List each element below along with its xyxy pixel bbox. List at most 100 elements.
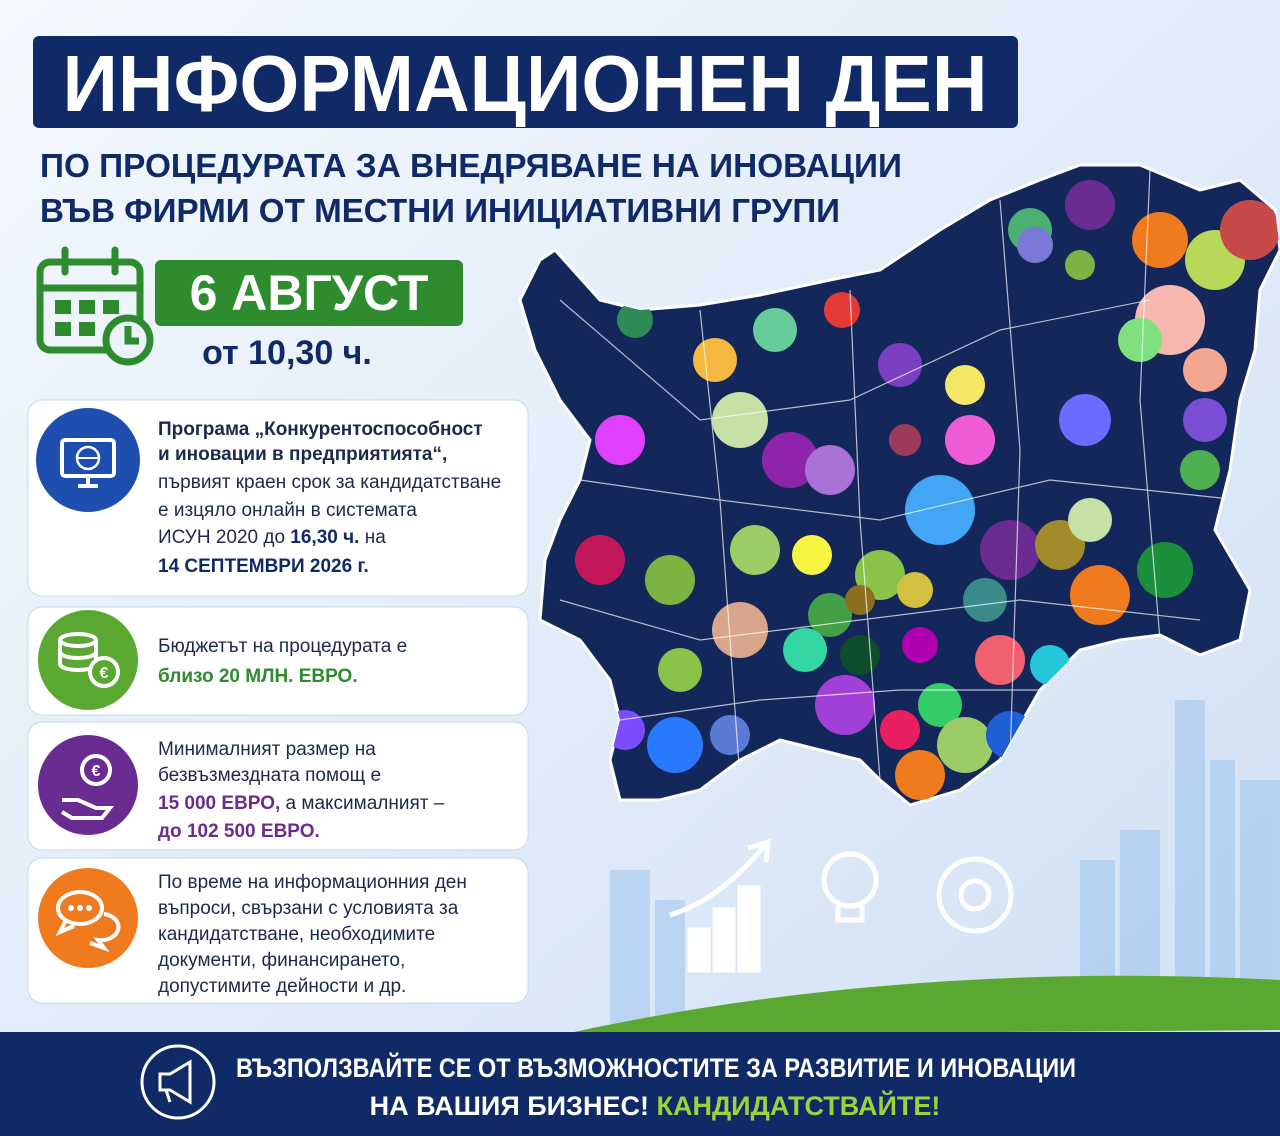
card-box	[27, 399, 529, 597]
decoration	[937, 717, 993, 773]
text: до 102 500 ЕВРО.	[158, 821, 320, 842]
text: Бюджетът на процедурата е	[158, 636, 407, 657]
decoration	[963, 578, 1007, 622]
time: от 10,30 ч.	[202, 334, 372, 372]
decoration	[712, 602, 768, 658]
decoration	[36, 258, 144, 354]
title-banner	[33, 36, 1018, 128]
decoration	[936, 856, 1014, 934]
card-line: близо 20 МЛН. ЕВРО.	[158, 666, 358, 687]
decoration	[945, 365, 985, 405]
text: Програма „Конкурентоспособност	[158, 419, 483, 440]
decoration	[88, 656, 120, 688]
card-line: е изцяло онлайн в системата	[158, 500, 417, 521]
card-line: допустимите дейности и др.	[158, 976, 406, 997]
text: първият краен срок за кандидатстване	[158, 472, 501, 493]
coins-glyph	[58, 632, 120, 688]
chat-glyph	[55, 890, 121, 953]
megaphone-glyph	[158, 1059, 192, 1105]
decoration	[60, 798, 115, 820]
card-box	[27, 857, 529, 1004]
decoration	[824, 292, 860, 328]
card-line: и иновации в предприятията“,	[158, 444, 447, 465]
card-line: Бюджетът на процедурата е	[158, 636, 407, 657]
monitor-icon	[36, 408, 140, 512]
text: кандидатстване, необходимите	[158, 924, 435, 945]
decoration	[1017, 227, 1053, 263]
card-line: въпроси, свързани с условията за	[158, 898, 459, 919]
decoration	[895, 750, 945, 800]
decoration	[783, 628, 827, 672]
decoration	[1065, 180, 1115, 230]
decoration	[1068, 498, 1112, 542]
decoration	[575, 535, 625, 585]
card-line: документи, финансирането,	[158, 950, 405, 971]
decoration	[1183, 398, 1227, 442]
text: 14 СЕПТЕМВРИ 2026 г.	[158, 556, 369, 577]
euro-glyph: €	[100, 665, 109, 682]
decoration	[878, 343, 922, 387]
text: на	[359, 527, 386, 548]
hand-glyph	[60, 754, 115, 820]
calendar-cells	[55, 300, 119, 336]
decoration	[56, 890, 104, 926]
decoration	[712, 392, 768, 448]
text: допустимите дейности и др.	[158, 976, 406, 997]
card-line: По време на информационния ден	[158, 872, 467, 893]
card-line: Минималният размер на	[158, 739, 376, 760]
decoration	[905, 475, 975, 545]
text: а максималният –	[280, 793, 444, 814]
monitor-glyph	[60, 438, 116, 488]
innovation-icons	[669, 838, 1014, 973]
decoration	[610, 870, 650, 1030]
subtitle: ПО ПРОЦЕДУРАТА ЗА ВНЕДРЯВАНЕ НА ИНОВАЦИИ	[40, 147, 902, 184]
text: 15 000 ЕВРО,	[158, 793, 280, 814]
decoration	[815, 675, 875, 735]
text: въпроси, свързани с условията за	[158, 898, 459, 919]
decoration	[710, 715, 750, 755]
decoration	[68, 905, 74, 911]
decoration	[79, 322, 95, 336]
card-box	[27, 606, 529, 716]
decoration	[737, 885, 761, 973]
decoration	[658, 648, 702, 692]
decoration	[845, 585, 875, 615]
text: КАНДИДАТСТВАЙТЕ!	[649, 1090, 940, 1121]
green-swoosh	[560, 975, 1280, 1035]
decoration	[980, 520, 1040, 580]
decoration	[687, 927, 711, 973]
decoration	[1065, 250, 1095, 280]
card-line: кандидатстване, необходимите	[158, 924, 435, 945]
decoration	[1137, 542, 1193, 598]
text: По време на информационния ден	[158, 872, 467, 893]
text: ВЪЗПОЛЗВАЙТЕ СЕ ОТ ВЪЗМОЖНОСТИТЕ ЗА РАЗВ…	[236, 1052, 1076, 1083]
decoration	[86, 905, 92, 911]
decoration	[730, 525, 780, 575]
card: Програма „Конкурентоспособност и иноваци…	[27, 399, 529, 597]
decoration	[77, 905, 83, 911]
decoration	[762, 432, 818, 488]
decoration	[1183, 348, 1227, 392]
date-badge	[155, 260, 463, 326]
calendar-icon	[36, 246, 154, 366]
text: НА ВАШИЯ БИЗНЕС!	[370, 1091, 649, 1121]
text: ИСУН 2020 до	[158, 527, 290, 548]
card: € Минималният размер на безвъзмездната п…	[27, 721, 529, 851]
card-line: безвъзмездната помощ е	[158, 765, 381, 786]
megaphone-icon	[140, 1044, 216, 1120]
footer-line: НА ВАШИЯ БИЗНЕС! КАНДИДАТСТВАЙТЕ!	[370, 1090, 941, 1121]
hand-icon	[38, 735, 138, 835]
decoration	[889, 424, 921, 456]
decoration	[821, 851, 879, 909]
card-line: 15 000 ЕВРО, а максималният –	[158, 793, 445, 814]
card-line: Програма „Конкурентоспособност	[158, 419, 483, 440]
chat-icon	[38, 868, 138, 968]
decoration	[89, 912, 121, 953]
decoration	[55, 322, 71, 336]
text: безвъзмездната помощ е	[158, 765, 381, 786]
decoration	[1059, 394, 1111, 446]
card-box	[27, 721, 529, 851]
subtitle: ВЪВ ФИРМИ ОТ МЕСТНИ ИНИЦИАТИВНИ ГРУПИ	[40, 192, 840, 229]
decoration	[559, 169, 1241, 781]
